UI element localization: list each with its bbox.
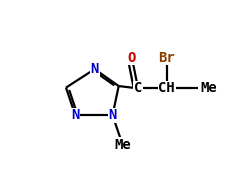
Text: CH: CH <box>158 81 175 95</box>
Text: N: N <box>108 108 117 122</box>
Text: N: N <box>90 62 99 76</box>
Text: O: O <box>128 51 136 65</box>
Text: C: C <box>134 81 142 95</box>
Text: Br: Br <box>158 51 175 65</box>
Text: Me: Me <box>201 81 217 95</box>
Text: Me: Me <box>114 138 131 152</box>
Text: N: N <box>71 108 79 122</box>
